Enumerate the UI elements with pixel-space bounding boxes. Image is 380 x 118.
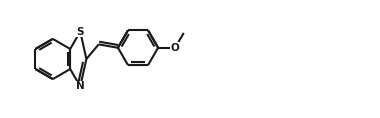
Text: N: N bbox=[76, 81, 85, 91]
Text: O: O bbox=[171, 43, 180, 53]
Text: S: S bbox=[76, 27, 84, 37]
